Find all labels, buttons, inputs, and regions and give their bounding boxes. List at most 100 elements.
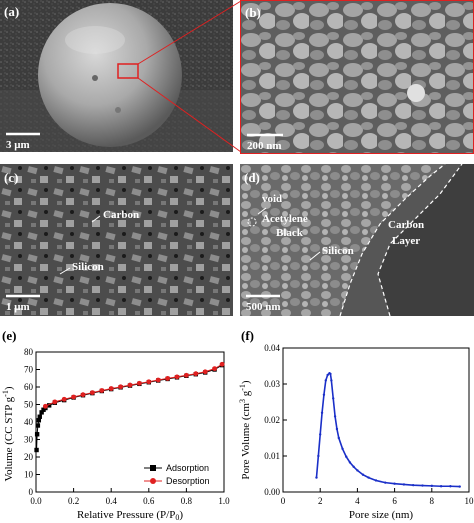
data-point-pore xyxy=(330,379,333,382)
scale-bar-a: 3 μm xyxy=(6,139,30,151)
isotherm-y-tick-label: 0 xyxy=(29,487,34,497)
legend-adsorption: Adsorption xyxy=(166,463,209,473)
isotherm-x-tick-label: 0.0 xyxy=(30,496,42,506)
annotation-carbon-layer-2: Layer xyxy=(392,235,420,247)
data-point-pore xyxy=(439,485,443,488)
data-point-pore xyxy=(352,465,355,468)
data-point-pore xyxy=(402,483,406,486)
sem-panel-b: (b) 200 nm xyxy=(240,0,474,154)
isotherm-y-tick-label: 70 xyxy=(24,365,34,375)
legend-marker-desorption xyxy=(150,478,156,484)
data-point-pore xyxy=(315,476,318,479)
data-point-desorption xyxy=(155,377,161,383)
pore-x-tick-label: 8 xyxy=(430,496,435,506)
pore-plot-frame xyxy=(282,347,470,493)
series-line-adsorption xyxy=(36,364,223,451)
data-point-desorption xyxy=(118,384,123,390)
pore-size-curve xyxy=(315,372,460,488)
sem-image-d: (d) void Acetylene Black Silicon Carbon … xyxy=(240,164,474,316)
data-point-desorption xyxy=(61,396,67,402)
y-axis-title-e: Volume (CC STP g-1) xyxy=(1,386,15,481)
data-point-desorption xyxy=(43,403,48,409)
pore-x-tick-label: 6 xyxy=(392,496,397,506)
data-point-desorption xyxy=(193,371,199,377)
data-point-desorption xyxy=(212,366,218,372)
data-point-pore xyxy=(324,379,327,382)
legend-desorption: Desorption xyxy=(166,476,210,486)
data-point-adsorption xyxy=(37,414,42,419)
scale-bar-b: 200 nm xyxy=(247,140,282,152)
isotherm-y-tick-label: 80 xyxy=(24,347,34,357)
data-point-desorption xyxy=(184,372,189,378)
data-point-desorption xyxy=(52,399,58,405)
data-point-pore xyxy=(337,436,340,440)
pore-x-tick-label: 10 xyxy=(465,496,474,506)
panel-label-b: (b) xyxy=(245,5,261,20)
data-point-adsorption xyxy=(46,403,52,408)
chart-panel-e: (e) 0.0 0.2 0.4 0.6 0.8 1.0 0 10 20 30 40 50 60 70 80 … xyxy=(0,322,237,523)
isotherm-y-tick-label: 40 xyxy=(24,417,34,427)
data-point-pore xyxy=(384,481,387,484)
data-point-pore xyxy=(345,455,348,458)
data-point-desorption xyxy=(219,361,225,367)
pore-y-tick-label: 0.00 xyxy=(264,487,280,497)
data-point-desorption xyxy=(80,392,86,398)
x-axis-title-e: Relative Pressure (P/P0) xyxy=(77,509,183,522)
data-point-pore xyxy=(393,482,396,485)
data-point-pore xyxy=(367,476,370,479)
isotherm-x-tick-label: 0.4 xyxy=(106,496,118,506)
sem-image-a: (a) 3 μm xyxy=(0,0,233,152)
data-point-pore xyxy=(329,372,332,376)
annotation-carbon-layer-1: Carbon xyxy=(388,219,424,231)
data-point-desorption xyxy=(108,386,114,391)
isotherm-x-tick-label: 0.6 xyxy=(143,496,155,506)
data-point-adsorption xyxy=(35,423,41,428)
sem-image-c: (c) Carbon Silicon 1 μm xyxy=(0,164,233,316)
pore-x-tick-label: 0 xyxy=(281,496,286,506)
pore-x-tick-label: 4 xyxy=(355,496,360,506)
panel-label-e: (e) xyxy=(2,328,16,343)
y-axis-title-f: Pore Volume (cm3 g-1) xyxy=(238,380,252,480)
data-point-pore xyxy=(458,485,461,488)
data-point-adsorption xyxy=(36,418,42,423)
sem-panel-a: (a) 3 μm xyxy=(0,0,233,152)
pore-y-tick-label: 0.01 xyxy=(264,451,280,461)
data-point-pore xyxy=(412,483,415,487)
annotation-silicon-d: Silicon xyxy=(322,245,354,257)
data-point-pore xyxy=(319,433,322,436)
data-point-pore xyxy=(322,393,326,396)
panel-label-d: (d) xyxy=(244,170,260,185)
data-point-desorption xyxy=(146,379,152,385)
isotherm-y-tick-label: 20 xyxy=(24,452,34,462)
data-point-pore xyxy=(361,473,365,476)
x-axis-title-f: Pore size (nm) xyxy=(349,509,413,521)
chart-panel-f: (f) 0 2 4 6 8 10 0.00 0.01 0.02 0.03 0.04 Pore siz… xyxy=(237,322,474,523)
pore-y-tick-label: 0.04 xyxy=(264,343,280,353)
annotation-carbon: Carbon xyxy=(103,209,139,221)
isotherm-x-tick-label: 0.8 xyxy=(181,496,193,506)
scale-bar-d: 500 nm xyxy=(246,301,281,313)
pore-x-tick-label: 2 xyxy=(318,496,323,506)
data-point-desorption xyxy=(127,382,133,388)
data-point-pore xyxy=(374,479,378,482)
data-point-pore xyxy=(449,485,452,488)
sem-panel-c: (c) Carbon Silicon 1 μm xyxy=(0,164,233,316)
data-point-pore xyxy=(421,484,424,487)
data-point-pore xyxy=(332,397,335,400)
data-point-desorption xyxy=(71,394,76,400)
panel-label-c: (c) xyxy=(4,170,18,185)
isotherm-y-tick-label: 50 xyxy=(24,400,34,410)
data-point-pore xyxy=(326,373,329,377)
pore-size-chart: (f) 0 2 4 6 8 10 0.00 0.01 0.02 0.03 0.04 Pore siz… xyxy=(238,328,474,521)
isotherm-chart: (e) 0.0 0.2 0.4 0.6 0.8 1.001020304050607080 … xyxy=(1,328,230,522)
data-point-desorption xyxy=(174,374,180,380)
isotherm-y-tick-label: 10 xyxy=(24,470,34,480)
data-point-adsorption xyxy=(34,447,39,453)
scale-bar-c: 1 μm xyxy=(6,301,30,313)
data-point-pore xyxy=(356,469,359,472)
panel-label-a: (a) xyxy=(4,4,19,19)
pore-y-tick-label: 0.02 xyxy=(264,415,280,425)
isotherm-x-tick-label: 1.0 xyxy=(218,496,230,506)
legend-marker-adsorption xyxy=(150,465,156,471)
pore-y-tick-label: 0.03 xyxy=(264,379,280,389)
